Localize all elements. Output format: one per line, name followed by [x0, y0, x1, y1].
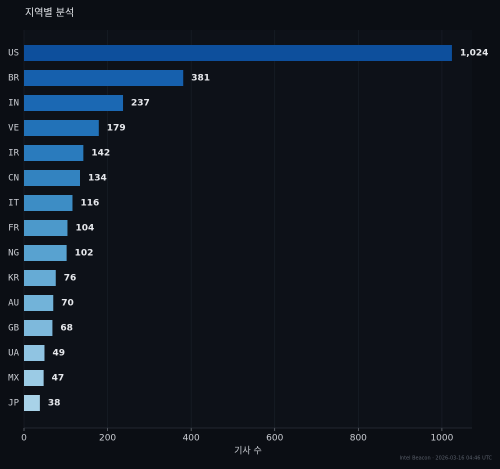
y-tick-label: VE [8, 124, 19, 134]
x-tick-label: 400 [183, 434, 200, 444]
y-tick-label: GB [8, 324, 19, 334]
y-tick-label: UA [8, 349, 19, 359]
x-tick-label: 200 [99, 434, 116, 444]
bar [24, 70, 184, 86]
value-label: 179 [107, 124, 126, 134]
y-tick-label: KR [8, 274, 19, 284]
value-label: 49 [52, 349, 65, 359]
bar [24, 370, 44, 386]
value-label: 47 [52, 374, 65, 384]
bar [24, 345, 45, 361]
y-tick-label: IN [8, 99, 19, 109]
value-label: 237 [131, 99, 150, 109]
value-label: 38 [48, 399, 61, 409]
bar [24, 270, 56, 286]
y-tick-label: IR [8, 149, 19, 159]
y-tick-label: IT [8, 199, 19, 209]
bar [24, 145, 84, 161]
y-tick-label: MX [8, 374, 19, 384]
bar [24, 245, 67, 261]
y-tick-label: NG [8, 249, 19, 259]
value-label: 381 [191, 74, 210, 84]
bar [24, 395, 40, 411]
value-label: 68 [60, 324, 73, 334]
y-tick-label: JP [8, 399, 19, 409]
footer: Intel Beacon · 2026-03-16 04:46 UTC [399, 456, 492, 462]
value-label: 76 [64, 274, 77, 284]
x-tick-label: 0 [21, 434, 27, 444]
x-tick-label: 600 [266, 434, 283, 444]
bar [24, 45, 452, 61]
value-label: 102 [75, 249, 94, 259]
bar [24, 320, 53, 336]
x-tick-label: 1000 [430, 434, 453, 444]
bar [24, 195, 73, 211]
y-tick-label: AU [8, 299, 19, 309]
y-tick-label: CN [8, 174, 19, 184]
chart-title: 지역별 분석 [25, 7, 74, 19]
x-axis-label: 기사 수 [234, 446, 262, 457]
bar [24, 120, 99, 136]
value-label: 70 [61, 299, 74, 309]
bar [24, 95, 124, 111]
bar [24, 170, 80, 186]
bar [24, 295, 54, 311]
bar [24, 220, 68, 236]
value-label: 142 [91, 149, 110, 159]
value-label: 116 [80, 199, 99, 209]
y-tick-label: FR [8, 224, 19, 234]
value-label: 104 [75, 224, 94, 234]
x-tick-label: 800 [350, 434, 367, 444]
value-label: 134 [88, 174, 107, 184]
y-tick-label: BR [8, 74, 19, 84]
y-tick-label: US [8, 49, 19, 59]
value-label: 1,024 [460, 49, 488, 59]
